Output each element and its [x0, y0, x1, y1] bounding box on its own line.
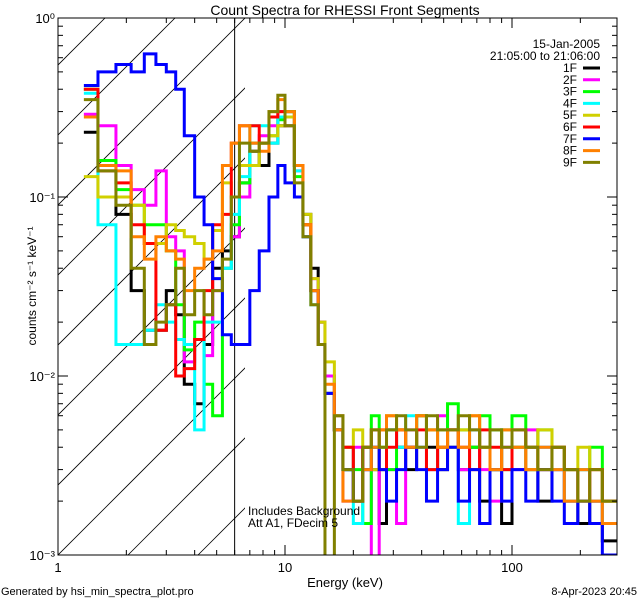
x-tick-label: 10	[278, 560, 292, 575]
legend-label-4F: 4F	[563, 96, 577, 110]
y-axis-label: counts cm⁻² s⁻¹ keV⁻¹	[25, 226, 39, 345]
series-group	[83, 52, 617, 555]
hatch-line	[58, 367, 245, 555]
generated-by-label: Generated by hsi_min_spectra_plot.pro	[1, 586, 194, 598]
legend-label-1F: 1F	[563, 61, 577, 75]
hatch-line	[58, 18, 176, 136]
hatch-line	[127, 437, 245, 555]
chart-title: Count Spectra for RHESSI Front Segments	[210, 2, 479, 18]
axis-ticks	[57, 17, 617, 556]
hatch-line	[58, 18, 106, 66]
y-tick-label: 10⁻²	[29, 369, 55, 384]
hatch-line	[408, 0, 640, 555]
hatch-line	[58, 157, 245, 346]
y-tick-label: 10⁻³	[29, 548, 55, 563]
legend-label-3F: 3F	[563, 85, 577, 99]
tick-labels: 1 10 100 10⁰ 10⁻¹ 10⁻² 10⁻³	[29, 11, 523, 575]
legend-label-9F: 9F	[563, 155, 577, 169]
legend-label-5F: 5F	[563, 108, 577, 122]
plot-frame	[57, 17, 618, 556]
hatch-line	[58, 297, 245, 486]
hatch-line	[0, 0, 28, 555]
annotation-attenuator: Att A1, FDecim 5	[248, 516, 338, 530]
hatch-line	[58, 227, 245, 416]
hatch-line	[0, 0, 98, 555]
hatched-region	[0, 0, 640, 555]
x-tick-label: 100	[501, 560, 523, 575]
date-label: 15-Jan-2005	[533, 37, 601, 51]
annotation-background: Includes Background	[248, 504, 360, 518]
hatch-line	[58, 87, 245, 276]
legend-label-8F: 8F	[563, 144, 577, 158]
x-tick-label: 1	[54, 560, 61, 575]
legend-label-6F: 6F	[563, 120, 577, 134]
hatch-line	[58, 18, 245, 206]
legend-label-2F: 2F	[563, 73, 577, 87]
x-axis-label: Energy (keV)	[307, 575, 383, 590]
series-9F-line	[83, 93, 617, 555]
y-tick-label: 10⁰	[35, 11, 55, 26]
legend-label-7F: 7F	[563, 132, 577, 146]
time-range-label: 21:05:00 to 21:06:00	[490, 49, 600, 63]
y-tick-label: 10⁻¹	[29, 190, 55, 205]
timestamp-label: 8-Apr-2023 20:45	[551, 586, 637, 598]
